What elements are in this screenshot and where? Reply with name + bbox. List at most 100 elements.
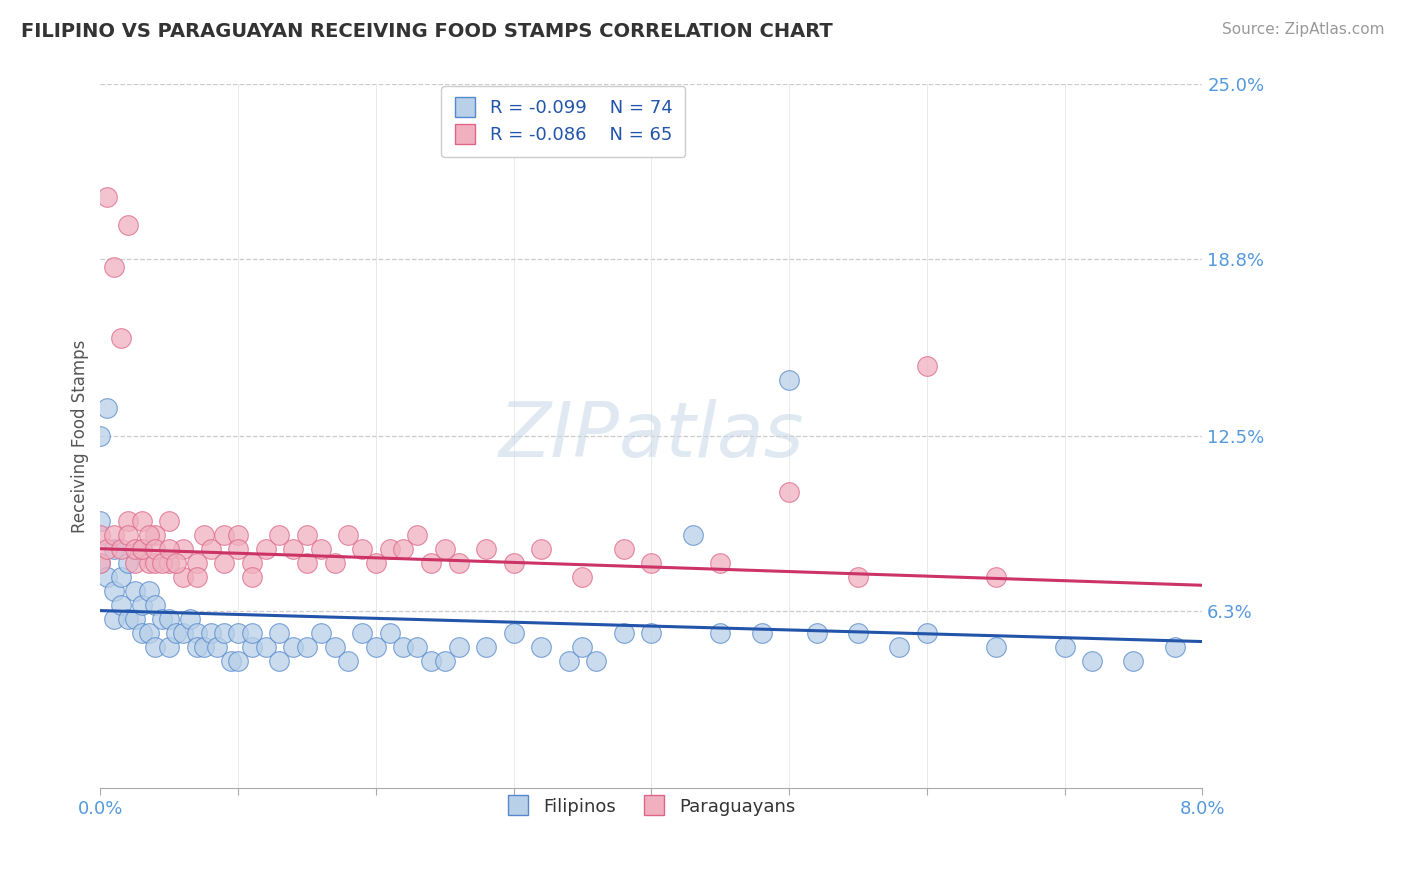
Point xyxy=(571,570,593,584)
Point xyxy=(778,373,800,387)
Point xyxy=(352,541,374,556)
Point xyxy=(378,541,401,556)
Point xyxy=(172,541,194,556)
Point xyxy=(117,556,139,570)
Point xyxy=(420,654,443,668)
Point xyxy=(89,556,111,570)
Point xyxy=(295,556,318,570)
Point xyxy=(240,570,263,584)
Point xyxy=(337,527,360,541)
Point xyxy=(502,556,524,570)
Point xyxy=(200,541,222,556)
Point xyxy=(309,541,332,556)
Point xyxy=(352,626,374,640)
Point xyxy=(226,626,249,640)
Point xyxy=(145,556,167,570)
Point xyxy=(709,626,731,640)
Point xyxy=(751,626,773,640)
Point xyxy=(186,570,208,584)
Point xyxy=(193,527,215,541)
Point xyxy=(613,541,636,556)
Point xyxy=(124,541,146,556)
Point xyxy=(283,541,305,556)
Point xyxy=(378,626,401,640)
Point xyxy=(571,640,593,655)
Point xyxy=(89,527,111,541)
Point xyxy=(117,612,139,626)
Point xyxy=(145,598,167,612)
Point xyxy=(226,541,249,556)
Point xyxy=(110,598,132,612)
Point xyxy=(337,654,360,668)
Point xyxy=(214,527,236,541)
Point xyxy=(1081,654,1104,668)
Point xyxy=(406,640,429,655)
Point xyxy=(131,541,153,556)
Point xyxy=(240,626,263,640)
Point xyxy=(269,626,291,640)
Point xyxy=(138,527,160,541)
Point xyxy=(89,514,111,528)
Point xyxy=(433,654,456,668)
Point xyxy=(117,527,139,541)
Point xyxy=(96,190,118,204)
Point xyxy=(89,556,111,570)
Point xyxy=(640,626,662,640)
Point xyxy=(295,640,318,655)
Point xyxy=(984,640,1007,655)
Point xyxy=(364,556,387,570)
Point xyxy=(150,612,173,626)
Point xyxy=(193,640,215,655)
Point xyxy=(186,640,208,655)
Point xyxy=(110,570,132,584)
Point xyxy=(240,640,263,655)
Point xyxy=(613,626,636,640)
Point xyxy=(172,570,194,584)
Point xyxy=(157,556,180,570)
Point xyxy=(915,626,938,640)
Point xyxy=(254,541,277,556)
Point xyxy=(585,654,607,668)
Point xyxy=(682,527,704,541)
Point xyxy=(406,527,429,541)
Point xyxy=(846,570,869,584)
Point xyxy=(124,612,146,626)
Point xyxy=(157,541,180,556)
Point xyxy=(984,570,1007,584)
Point xyxy=(145,527,167,541)
Point xyxy=(186,556,208,570)
Point xyxy=(392,541,415,556)
Point xyxy=(96,541,118,556)
Point xyxy=(207,640,229,655)
Point xyxy=(165,626,187,640)
Point xyxy=(165,556,187,570)
Point xyxy=(433,541,456,556)
Point xyxy=(226,527,249,541)
Point xyxy=(150,556,173,570)
Point xyxy=(254,640,277,655)
Point xyxy=(145,640,167,655)
Point xyxy=(179,612,201,626)
Point xyxy=(117,514,139,528)
Point xyxy=(447,556,470,570)
Point xyxy=(778,485,800,500)
Point xyxy=(186,626,208,640)
Point xyxy=(103,583,125,598)
Point xyxy=(240,556,263,570)
Point xyxy=(283,640,305,655)
Point xyxy=(103,527,125,541)
Point xyxy=(1164,640,1187,655)
Point xyxy=(392,640,415,655)
Point xyxy=(103,260,125,275)
Point xyxy=(323,640,346,655)
Point xyxy=(447,640,470,655)
Point xyxy=(475,541,498,556)
Text: Source: ZipAtlas.com: Source: ZipAtlas.com xyxy=(1222,22,1385,37)
Text: FILIPINO VS PARAGUAYAN RECEIVING FOOD STAMPS CORRELATION CHART: FILIPINO VS PARAGUAYAN RECEIVING FOOD ST… xyxy=(21,22,832,41)
Point xyxy=(475,640,498,655)
Point xyxy=(269,654,291,668)
Point xyxy=(131,626,153,640)
Point xyxy=(110,331,132,345)
Point xyxy=(103,612,125,626)
Point xyxy=(214,626,236,640)
